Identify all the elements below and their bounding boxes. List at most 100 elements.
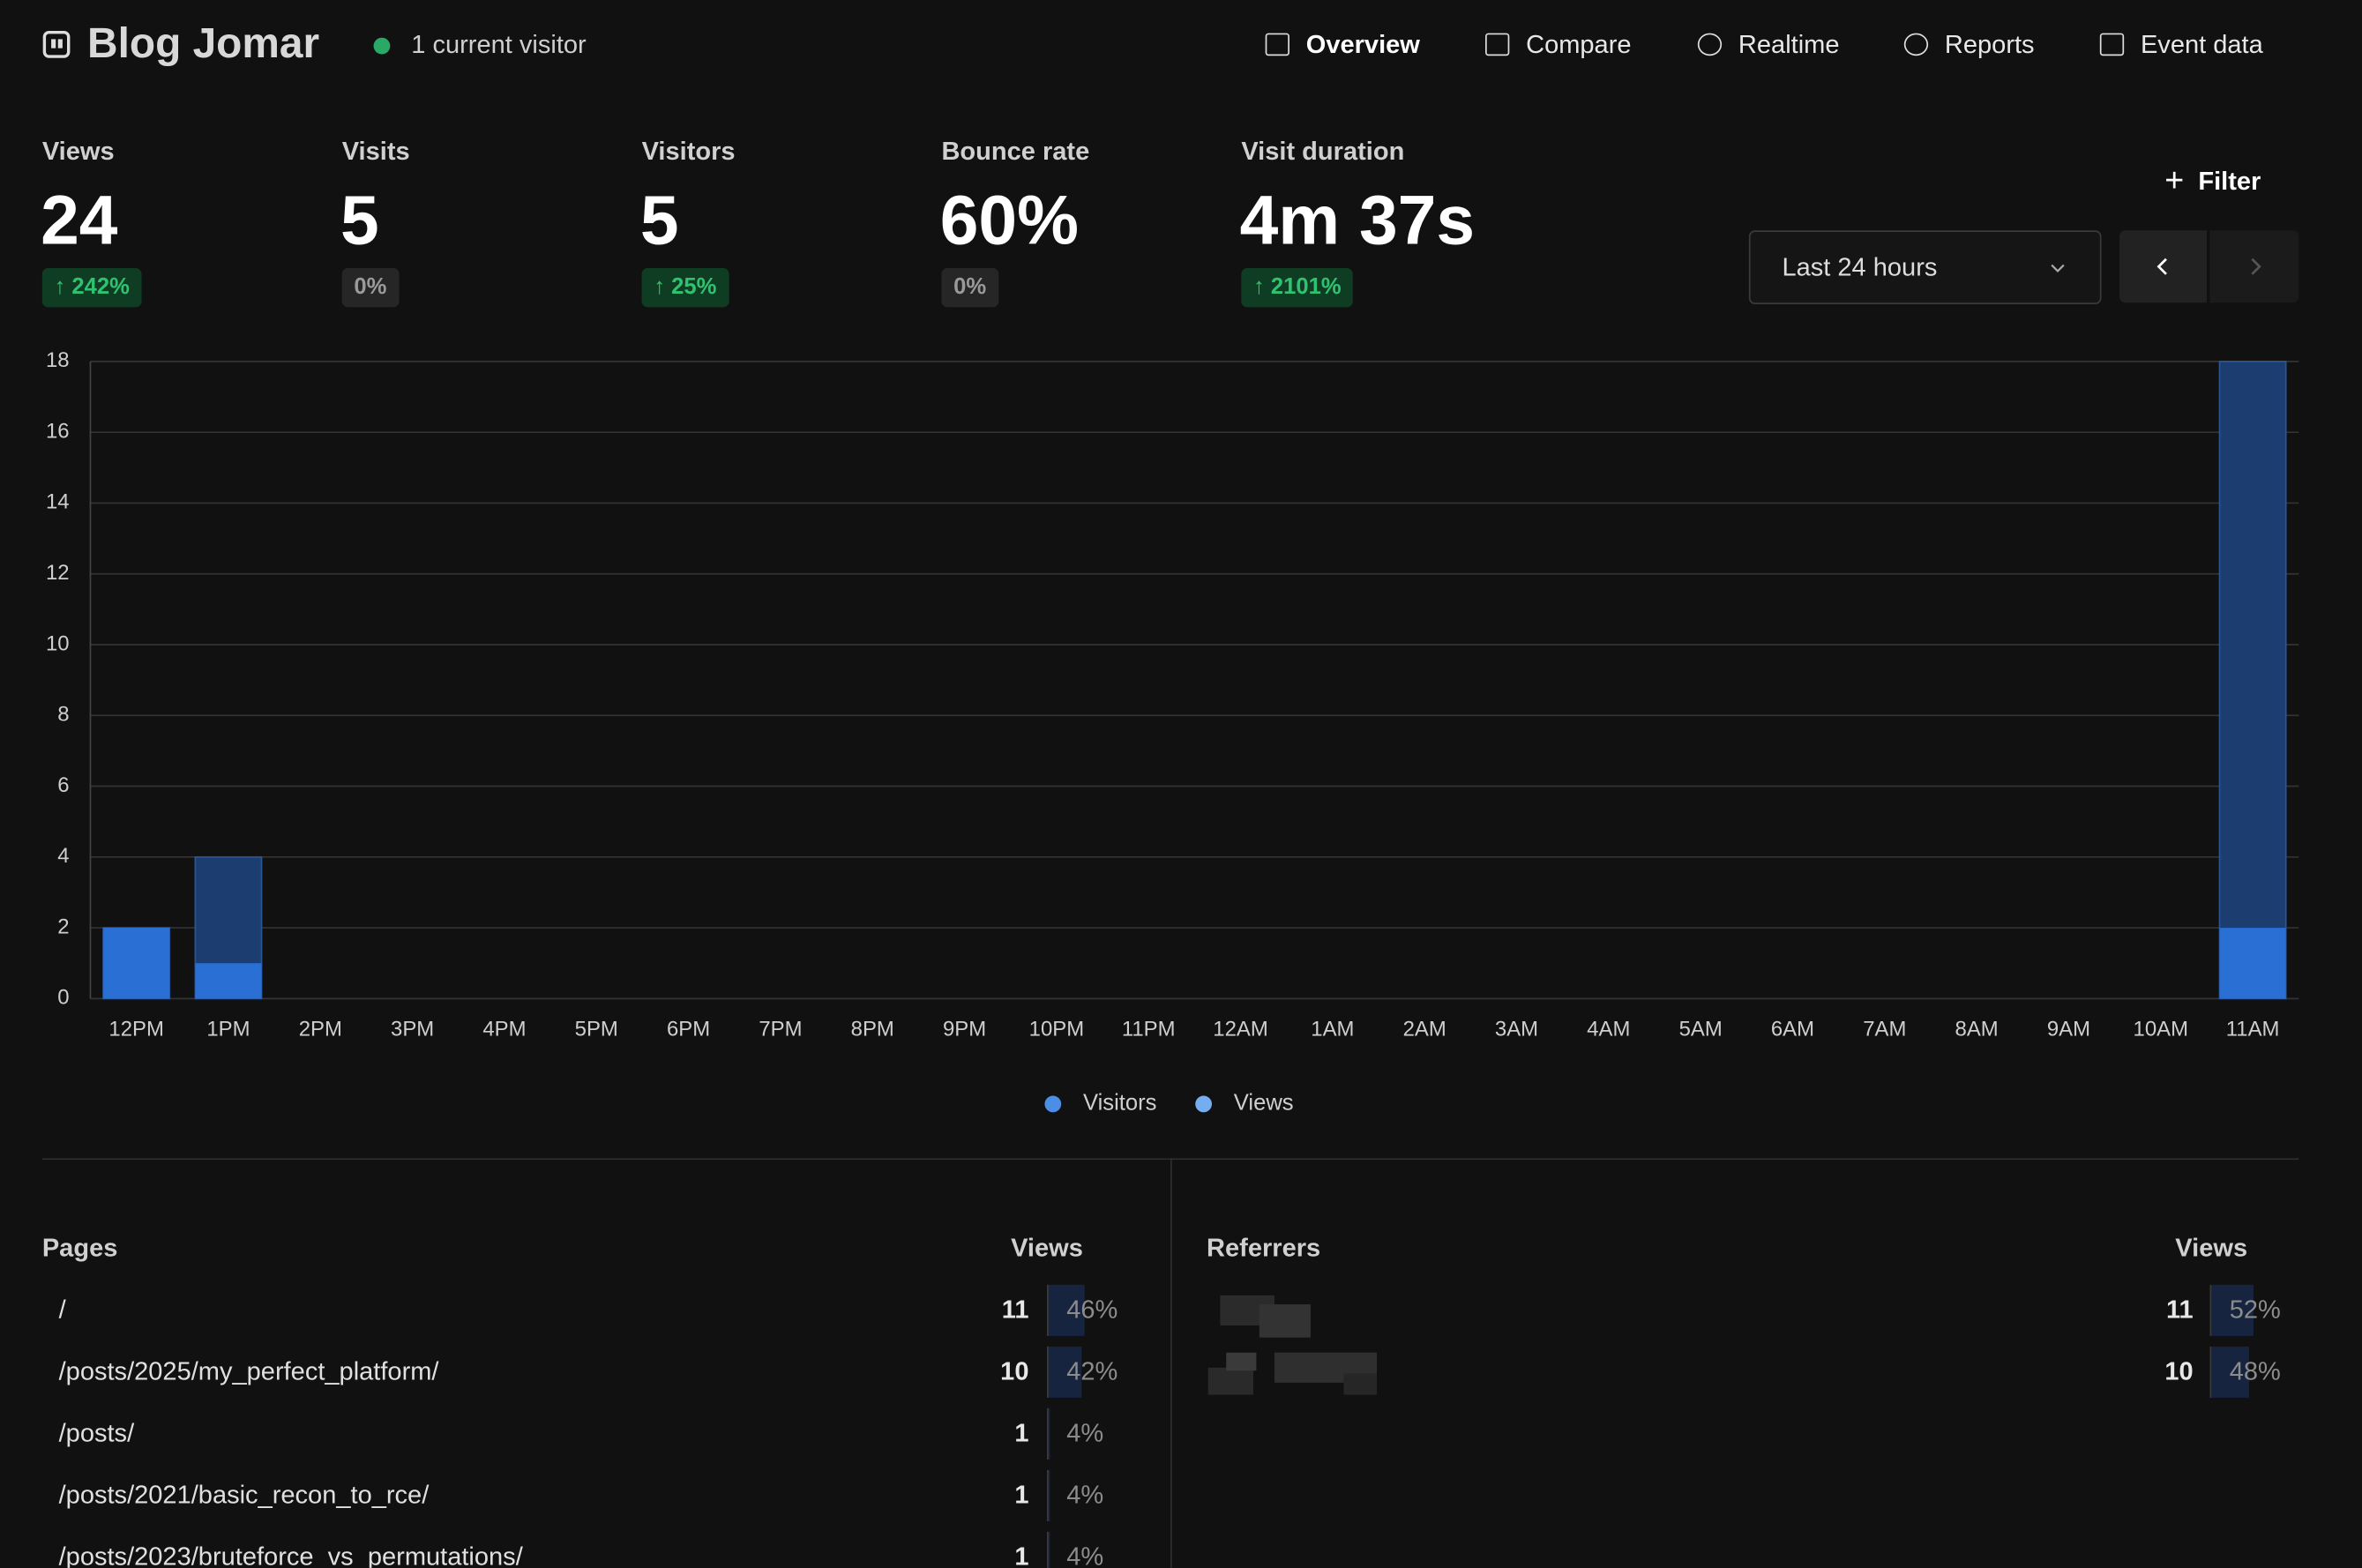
x-tick-label: 1PM — [206, 1018, 250, 1042]
nav-item[interactable]: Compare — [1526, 30, 1632, 59]
y-tick-label: 2 — [57, 915, 69, 938]
next-button[interactable] — [2209, 230, 2299, 303]
trend-arrow: ↑ — [654, 273, 672, 300]
y-tick-label: 10 — [46, 631, 70, 655]
table-metric: Views — [2175, 1233, 2248, 1263]
nav-item[interactable]: Event data — [2140, 30, 2263, 59]
row-label: / — [58, 1295, 66, 1325]
x-tick-label: 9AM — [2047, 1018, 2090, 1042]
row-percent: 52% — [2229, 1295, 2281, 1325]
row-value: 10 — [1000, 1356, 1029, 1386]
status-text: 1 current visitor — [411, 30, 587, 59]
nav-item[interactable]: Reports — [1944, 30, 2035, 59]
percent-bar — [2209, 1284, 2254, 1336]
metric-label: Visitors — [641, 137, 736, 166]
row-label: /posts/2021/basic_recon_to_rce/ — [58, 1480, 430, 1510]
x-tick-label: 3AM — [1495, 1018, 1538, 1042]
range-label: Last 24 hours — [1782, 252, 1938, 282]
metric-change: 0% — [341, 268, 400, 308]
filter-button[interactable]: + Filter — [2164, 161, 2261, 199]
row-value: 1 — [1014, 1480, 1029, 1510]
legend-marker — [1195, 1095, 1213, 1113]
prev-button[interactable] — [2119, 230, 2208, 303]
bar — [103, 928, 170, 999]
x-tick-label: 11AM — [2226, 1018, 2280, 1042]
y-tick-label: 4 — [57, 844, 69, 868]
row-value: 1 — [1014, 1542, 1029, 1568]
row-divider — [1046, 1531, 1049, 1568]
row-label: /posts/ — [58, 1418, 135, 1448]
table-title: Referrers — [1207, 1233, 1321, 1263]
table-title: Pages — [41, 1233, 118, 1263]
percent-bar — [1046, 1407, 1050, 1460]
metric-label: Visit duration — [1241, 137, 1405, 166]
range-select[interactable]: Last 24 hours — [1748, 230, 2102, 304]
metric-label: Views — [41, 137, 115, 166]
nav-icon — [1903, 33, 1929, 56]
nav-icon — [1484, 33, 1510, 56]
row-value: 1 — [1014, 1418, 1029, 1448]
row-label: /posts/2023/bruteforce_vs_permutations/ — [58, 1542, 523, 1568]
change-value: 0% — [953, 273, 987, 300]
trend-arrow: ↑ — [1252, 273, 1271, 300]
metric-value: 4m 37s — [1239, 180, 1476, 259]
nav-icon — [2099, 33, 2125, 56]
x-tick-label: 2AM — [1403, 1018, 1446, 1042]
row-label: /posts/2025/my_perfect_platform/ — [58, 1356, 439, 1386]
row-divider — [2209, 1284, 2212, 1336]
x-tick-label: 8PM — [851, 1018, 894, 1042]
metric-value: 24 — [41, 180, 118, 259]
row-percent: 48% — [2229, 1356, 2281, 1386]
nav-icon — [1697, 33, 1723, 56]
y-tick-label: 0 — [57, 986, 69, 1010]
x-tick-label: 9PM — [943, 1018, 986, 1042]
change-value: 242% — [71, 273, 130, 300]
x-tick-label: 12PM — [108, 1018, 163, 1042]
next-icon — [2251, 258, 2261, 275]
row-percent: 46% — [1066, 1295, 1118, 1325]
x-tick-label: 4AM — [1587, 1018, 1630, 1042]
metric-change: 0% — [941, 268, 998, 308]
x-tick-label: 8AM — [1955, 1018, 1999, 1042]
change-value: 2101% — [1270, 273, 1342, 300]
row-value: 10 — [2164, 1356, 2194, 1386]
row-percent: 4% — [1066, 1480, 1104, 1510]
row-value: 11 — [2166, 1295, 2194, 1325]
y-tick-label: 6 — [57, 773, 69, 797]
table-metric: Views — [1011, 1233, 1083, 1263]
metric-change: ↑ 25% — [641, 268, 729, 308]
prev-icon — [2156, 258, 2167, 275]
site-title: Blog Jomar — [87, 19, 320, 67]
row-percent: 4% — [1066, 1542, 1104, 1568]
redacted-referrer — [1220, 1295, 1311, 1338]
row-divider — [1046, 1469, 1049, 1521]
metric-label: Visits — [341, 137, 410, 166]
status-dot — [373, 37, 391, 55]
x-tick-label: 11PM — [1122, 1018, 1176, 1042]
x-tick-label: 4PM — [482, 1018, 526, 1042]
row-divider — [1046, 1284, 1049, 1336]
x-tick-label: 3PM — [391, 1018, 434, 1042]
row-percent: 42% — [1066, 1356, 1118, 1386]
percent-bar — [1046, 1469, 1050, 1521]
y-tick-label: 18 — [46, 348, 70, 372]
row-percent: 4% — [1066, 1418, 1104, 1448]
logo-icon — [42, 31, 71, 58]
x-tick-label: 6PM — [667, 1018, 710, 1042]
change-value: 25% — [671, 273, 717, 300]
y-tick-label: 8 — [57, 703, 69, 727]
metric-value: 60% — [939, 180, 1079, 259]
nav-item[interactable]: Realtime — [1738, 30, 1840, 59]
nav-item[interactable]: Overview — [1305, 30, 1420, 59]
x-tick-label: 12AM — [1213, 1018, 1267, 1042]
dropdown-icon — [2051, 264, 2065, 273]
y-tick-label: 12 — [46, 561, 70, 585]
bar — [2218, 361, 2287, 1000]
metric-change: ↑ 2101% — [1241, 268, 1354, 308]
row-value: 11 — [1001, 1295, 1029, 1325]
redacted-referrer — [1207, 1352, 1378, 1395]
x-tick-label: 5AM — [1679, 1018, 1723, 1042]
x-tick-label: 10AM — [2134, 1018, 2188, 1042]
